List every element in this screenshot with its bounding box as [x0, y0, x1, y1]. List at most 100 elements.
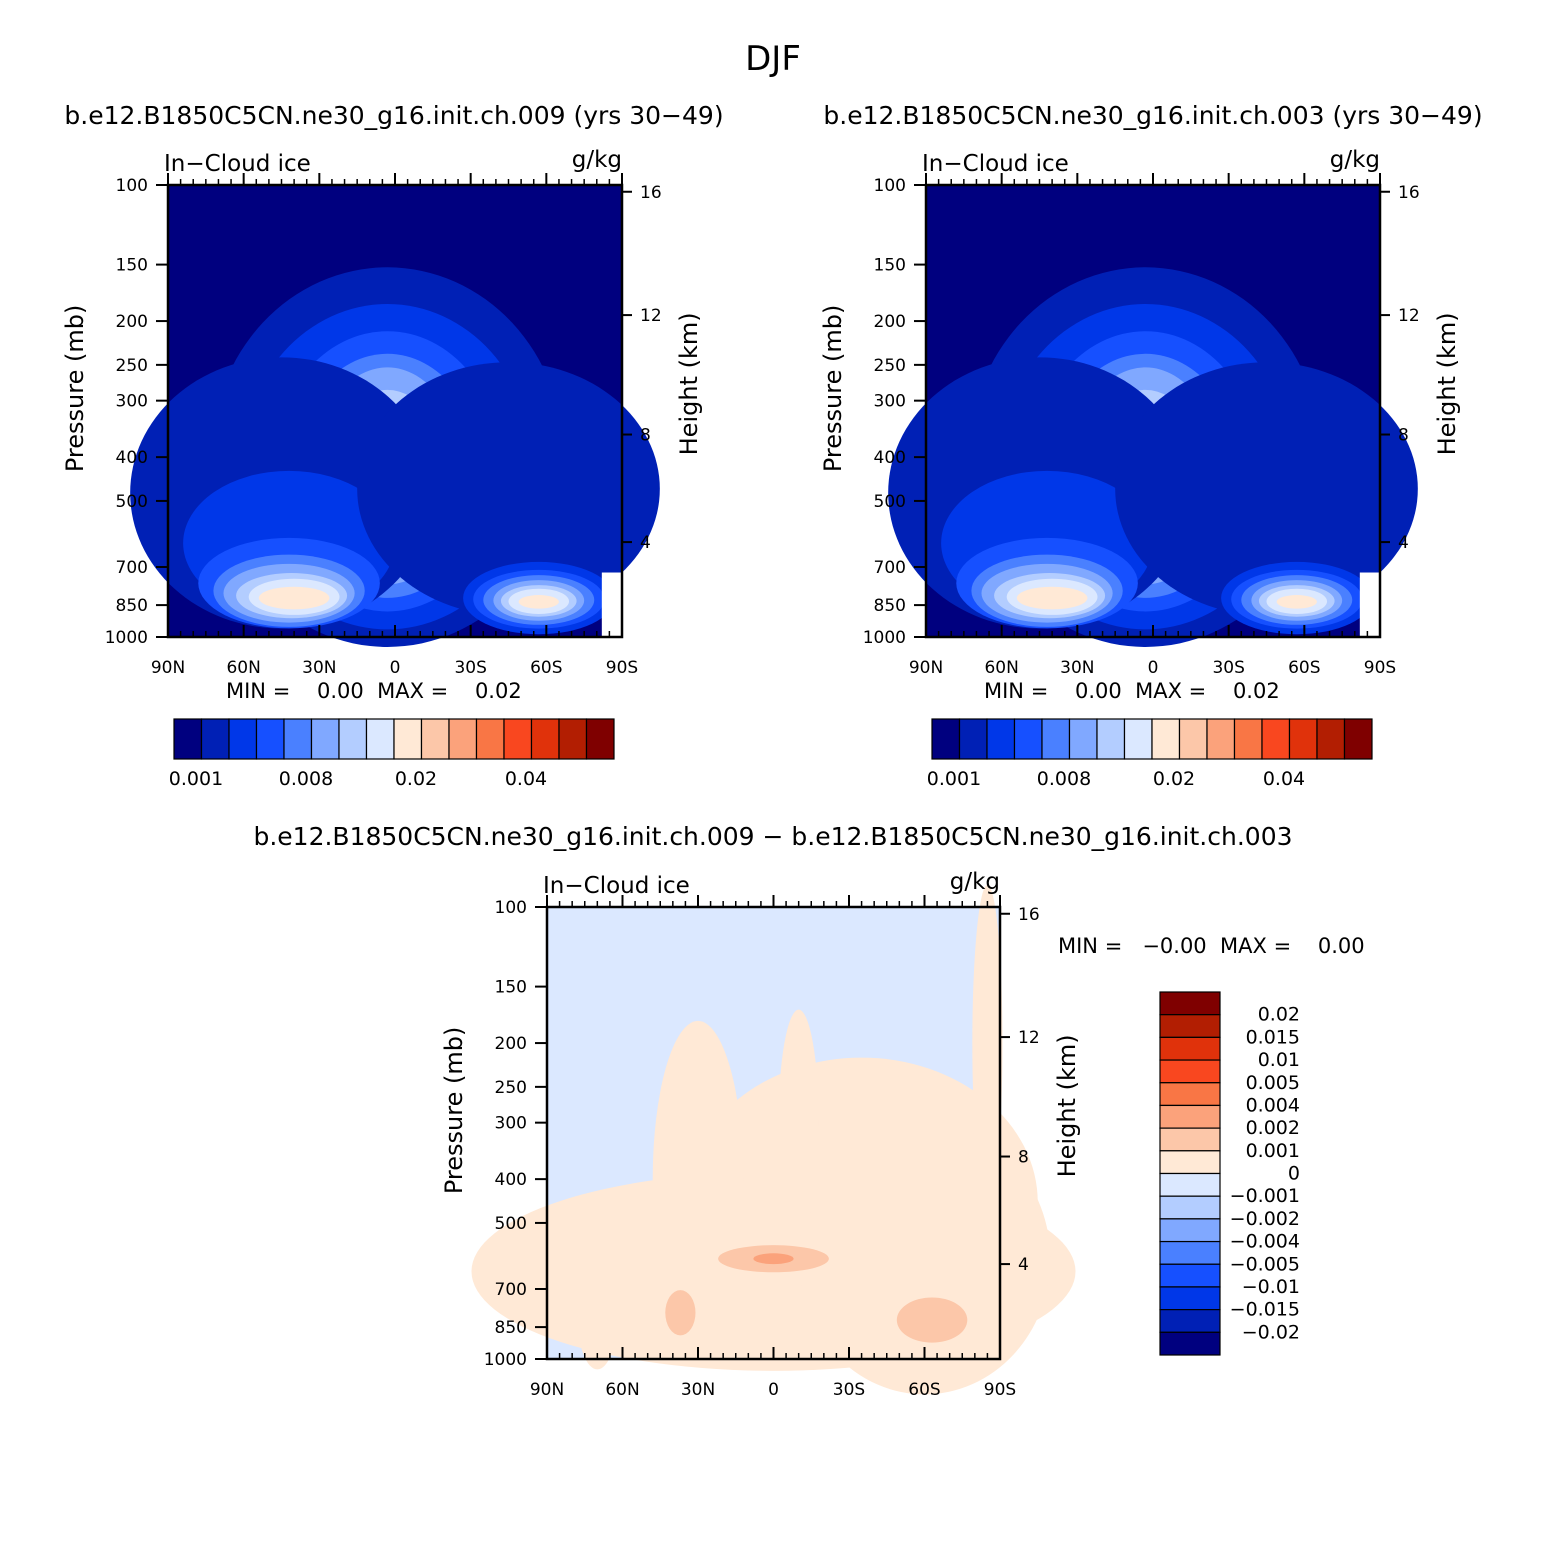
- y-tick-label: 400: [116, 448, 148, 468]
- colorbar-box: [1159, 1309, 1221, 1333]
- y2-tick-label: 8: [1018, 1148, 1029, 1168]
- colorbar-box: [503, 718, 533, 760]
- colorbar-box: [530, 718, 560, 760]
- y-tick-label: 500: [116, 492, 148, 512]
- y2-tick-label: 12: [1398, 306, 1420, 326]
- y-tick-label: 250: [116, 356, 148, 376]
- colorbar-box: [585, 718, 615, 760]
- colorbar-box: [365, 718, 395, 760]
- y-tick-label: 300: [495, 1114, 527, 1134]
- y-axis-label: Pressure (mb): [61, 305, 89, 472]
- contour-level-1: [1115, 362, 1418, 616]
- colorbar-box: [420, 718, 450, 760]
- y2-tick-label: 8: [1398, 426, 1409, 446]
- panel-case2: b.e12.B1850C5CN.ne30_g16.init.ch.003 (yr…: [819, 101, 1483, 790]
- variable-label: In−Cloud ice: [922, 151, 1069, 177]
- colorbar-label: −0.02: [1242, 1321, 1300, 1343]
- y-tick-label: 100: [116, 176, 148, 196]
- colorbar-label: −0.001: [1230, 1185, 1300, 1207]
- y-tick-label: 700: [116, 558, 148, 578]
- y-tick-label: 700: [495, 1280, 527, 1300]
- y2-axis-label: Height (km): [1433, 312, 1461, 455]
- y-tick-label: 300: [116, 392, 148, 412]
- panel-title: b.e12.B1850C5CN.ne30_g16.init.ch.009 (yr…: [64, 101, 723, 130]
- contour-level-7: [577, 1260, 618, 1370]
- variable-label: In−Cloud ice: [543, 873, 690, 899]
- min-max-label: MIN = 0.00 MAX = 0.02: [984, 679, 1280, 703]
- y2-tick-label: 4: [1398, 533, 1409, 553]
- y-tick-label: 150: [116, 256, 148, 276]
- colorbar-box: [255, 718, 285, 760]
- colorbar-label: 0.001: [927, 768, 981, 790]
- colorbar-box: [986, 718, 1016, 760]
- y2-tick-label: 12: [1018, 1028, 1040, 1048]
- colorbar-box: [1288, 718, 1318, 760]
- y-axis-label: Pressure (mb): [819, 305, 847, 472]
- colorbar-label: 0.001: [169, 768, 223, 790]
- colorbar-label: 0.02: [395, 768, 437, 790]
- y-tick-label: 1000: [863, 628, 906, 648]
- x-tick-label: 60N: [226, 658, 260, 678]
- colorbar-label: 0.02: [1153, 768, 1195, 790]
- y-tick-label: 150: [495, 978, 527, 998]
- y-axis-label: Pressure (mb): [440, 1027, 468, 1194]
- colorbar-box: [1123, 718, 1153, 760]
- colorbar-box: [1343, 718, 1373, 760]
- y2-tick-label: 12: [640, 306, 662, 326]
- x-tick-label: 0: [1148, 658, 1159, 678]
- panel-title: b.e12.B1850C5CN.ne30_g16.init.ch.009 − b…: [253, 822, 1292, 851]
- units-label: g/kg: [1330, 147, 1380, 173]
- contour-level-6: [896, 1297, 968, 1343]
- colorbar-box: [448, 718, 478, 760]
- colorbar-box: [1206, 718, 1236, 760]
- colorbar-box: [1159, 1127, 1221, 1152]
- y-tick-label: 150: [874, 256, 906, 276]
- x-tick-label: 90N: [530, 1380, 564, 1400]
- x-tick-label: 0: [768, 1380, 779, 1400]
- y-tick-label: 250: [874, 356, 906, 376]
- colorbar-box: [1159, 1218, 1221, 1243]
- y2-tick-label: 4: [1018, 1255, 1029, 1275]
- colorbar-box: [393, 718, 423, 760]
- colorbar-box: [1261, 718, 1291, 760]
- colorbar-box: [1316, 718, 1346, 760]
- colorbar-label: −0.015: [1230, 1299, 1300, 1321]
- contour-level-8: [1016, 586, 1088, 610]
- y-tick-label: 100: [495, 898, 527, 918]
- colorbar-box: [1159, 1172, 1221, 1197]
- contour-level-1: [357, 362, 660, 616]
- x-tick-label: 30N: [1060, 658, 1094, 678]
- units-label: g/kg: [950, 869, 1000, 895]
- colorbar-label: 0: [1288, 1163, 1300, 1185]
- x-tick-label: 30S: [833, 1380, 865, 1400]
- x-tick-label: 30N: [302, 658, 336, 678]
- colorbar-box: [1151, 718, 1181, 760]
- colorbar-label: −0.005: [1230, 1253, 1300, 1275]
- units-label: g/kg: [572, 147, 622, 173]
- x-tick-label: 90S: [606, 658, 638, 678]
- y-tick-label: 300: [874, 392, 906, 412]
- contour-level-7: [972, 884, 1003, 1202]
- y2-axis-label: Height (km): [675, 312, 703, 455]
- colorbar-box: [1178, 718, 1208, 760]
- x-tick-label: 30S: [1212, 658, 1244, 678]
- colorbar-box: [200, 718, 230, 760]
- colorbar-box: [173, 718, 203, 760]
- colorbar-box: [1159, 1331, 1221, 1356]
- colorbar-label: 0.008: [279, 768, 333, 790]
- colorbar-box: [558, 718, 588, 760]
- y-tick-label: 200: [874, 312, 906, 332]
- colorbar-box: [1068, 718, 1098, 760]
- x-tick-label: 30N: [681, 1380, 715, 1400]
- colorbar-label: 0.04: [505, 768, 547, 790]
- panel-title: b.e12.B1850C5CN.ne30_g16.init.ch.003 (yr…: [823, 101, 1482, 130]
- y2-tick-label: 4: [640, 533, 651, 553]
- colorbar-box: [1159, 1082, 1221, 1107]
- x-tick-label: 90N: [909, 658, 943, 678]
- y-tick-label: 500: [874, 492, 906, 512]
- colorbar-box: [475, 718, 505, 760]
- variable-label: In−Cloud ice: [164, 151, 311, 177]
- colorbar-label: −0.002: [1230, 1208, 1300, 1230]
- panel-diff: b.e12.B1850C5CN.ne30_g16.init.ch.009 − b…: [253, 822, 1364, 1400]
- colorbar-label: 0.002: [1246, 1117, 1300, 1139]
